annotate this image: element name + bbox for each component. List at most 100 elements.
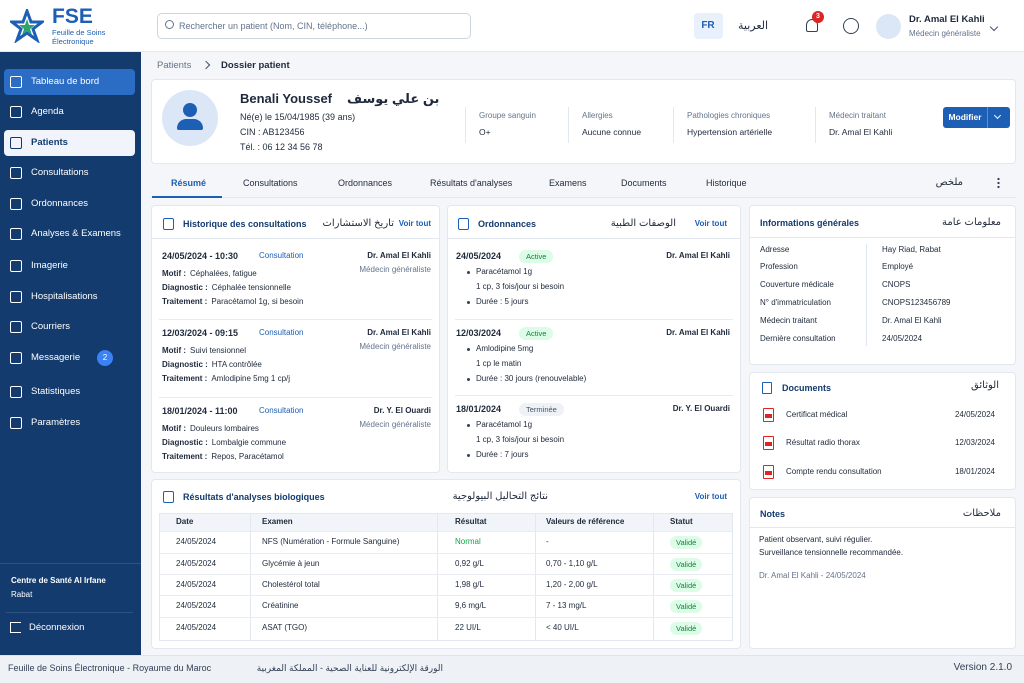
more-menu[interactable] xyxy=(997,177,1000,189)
tab[interactable]: Résultats d'analyses xyxy=(430,178,513,188)
status-pill: Validé xyxy=(670,558,703,571)
tab[interactable]: Historique xyxy=(706,178,747,188)
lang-alt[interactable]: العربية xyxy=(738,20,769,32)
prescription-date: 24/05/2024 xyxy=(456,251,502,261)
nav-item[interactable]: Patients xyxy=(31,137,68,148)
nav-item[interactable]: Analyses & Examens xyxy=(31,228,121,239)
results-card xyxy=(151,479,741,649)
row-value: Céphalée tensionnelle xyxy=(211,283,291,292)
nav-item[interactable]: Agenda xyxy=(31,106,64,117)
search-box[interactable] xyxy=(157,13,471,39)
nav-item[interactable]: Consultations xyxy=(31,167,89,178)
pdf-icon xyxy=(763,408,774,422)
nav-active-bg xyxy=(4,69,135,95)
nav-item[interactable]: Paramètres xyxy=(31,417,81,428)
nav-item[interactable]: Tableau de bord xyxy=(31,76,100,87)
prescription-line: 1 cp, 3 fois/jour si besoin xyxy=(476,282,565,291)
info-label: Adresse xyxy=(760,245,790,254)
search-placeholder: Rechercher un patient (Nom, CIN, télépho… xyxy=(179,21,368,31)
nav-item[interactable]: Imagerie xyxy=(31,260,68,271)
card-title: Documents xyxy=(782,383,832,393)
nav-icon xyxy=(10,228,22,240)
see-all[interactable]: Voir tout xyxy=(398,219,431,228)
user-name: Dr. Amal El Kahli xyxy=(909,14,985,25)
bullet xyxy=(467,423,470,427)
tab[interactable]: Documents xyxy=(621,178,667,188)
tab[interactable]: Consultations xyxy=(243,178,298,188)
status-pill: Validé xyxy=(670,600,703,613)
tab[interactable]: Examens xyxy=(549,178,587,188)
column-header: Valeurs de référence xyxy=(546,517,625,526)
document-name[interactable]: Certificat médical xyxy=(786,410,848,419)
edit-button[interactable] xyxy=(943,107,1010,128)
edit-label: Modifier xyxy=(948,112,982,122)
cell: - xyxy=(546,537,549,546)
prescription-line: Durée : 7 jours xyxy=(476,450,529,459)
document-name[interactable]: Compte rendu consultation xyxy=(786,467,882,476)
prescription-doctor: Dr. Y. El Ouardi xyxy=(672,404,730,413)
user-avatar[interactable] xyxy=(876,14,901,39)
info-value: 24/05/2024 xyxy=(882,334,923,343)
nav-icon xyxy=(10,352,22,364)
see-all[interactable]: Voir tout xyxy=(694,219,727,228)
see-all[interactable]: Voir tout xyxy=(694,492,727,501)
row-label: Diagnostic : xyxy=(162,360,208,369)
tab[interactable]: Ordonnances xyxy=(338,178,393,188)
nav-icon xyxy=(10,386,22,398)
nav-item[interactable]: Hospitalisations xyxy=(31,291,98,302)
info-value: Hay Riad, Rabat xyxy=(882,245,941,254)
lang-current: FR xyxy=(701,20,715,31)
cell: Créatinine xyxy=(262,601,299,610)
consultation-row: Motif : Céphalées, fatigue xyxy=(162,266,257,282)
nav-icon xyxy=(10,417,22,429)
field-value: Dr. Amal El Kahli xyxy=(829,127,893,137)
row-label: Traitement : xyxy=(162,452,208,461)
breadcrumb-link[interactable]: Patients xyxy=(157,60,192,71)
nav-item[interactable]: Ordonnances xyxy=(31,198,89,209)
divider xyxy=(455,319,733,320)
bullet xyxy=(467,453,470,457)
divider xyxy=(151,238,440,239)
nav-item[interactable]: Messagerie xyxy=(31,352,81,363)
patient-cin: CIN : AB123456 xyxy=(240,127,305,137)
help-icon[interactable] xyxy=(843,18,859,34)
note-text: Patient observant, suivi régulier. xyxy=(759,535,873,544)
document-date: 12/03/2024 xyxy=(954,438,995,447)
prescription-line: Durée : 5 jours xyxy=(476,297,529,306)
card-title: Notes xyxy=(760,509,786,519)
column-header: Statut xyxy=(670,517,693,526)
prescription-doctor: Dr. Amal El Kahli xyxy=(666,328,730,337)
consultation-type: Consultation xyxy=(259,251,304,260)
logout-icon xyxy=(10,622,21,633)
results-table xyxy=(159,513,733,641)
patient-name: Benali Youssef xyxy=(240,91,332,106)
tab[interactable]: Résumé xyxy=(171,178,207,188)
prescription-line: Durée : 30 jours (renouvelable) xyxy=(476,374,587,383)
logout[interactable]: Déconnexion xyxy=(29,622,85,633)
row-separator xyxy=(160,574,732,575)
center-name: Centre de Santé Al Irfane xyxy=(11,576,106,585)
cell: 24/05/2024 xyxy=(176,537,217,546)
nav-icon xyxy=(10,167,22,179)
cell: 22 UI/L xyxy=(455,623,481,632)
field-label: Médecin traitant xyxy=(829,111,886,120)
prescription-date: 12/03/2024 xyxy=(456,328,502,338)
row-value: Céphalées, fatigue xyxy=(190,269,257,278)
row-separator xyxy=(160,531,732,532)
nav-icon xyxy=(10,76,22,88)
card-title: Historique des consultations xyxy=(183,219,307,229)
consultation-doctor: Dr. Amal El Kahli xyxy=(367,328,431,337)
nav-item[interactable]: Courriers xyxy=(31,321,71,332)
consultation-row: Motif : Douleurs lombaires xyxy=(162,421,259,437)
nav-item[interactable]: Statistiques xyxy=(31,386,81,397)
pdf-icon-mark xyxy=(765,471,772,475)
button-split xyxy=(987,107,988,128)
row-separator xyxy=(160,595,732,596)
document-name[interactable]: Résultat radio thorax xyxy=(786,438,860,447)
tab-ar[interactable]: ملخص xyxy=(935,177,963,188)
cell: 9,6 mg/L xyxy=(455,601,487,610)
row-label: Motif : xyxy=(162,346,186,355)
card-icon xyxy=(458,218,469,230)
nav-selected-bg xyxy=(4,130,135,156)
lang-button[interactable] xyxy=(694,13,723,39)
